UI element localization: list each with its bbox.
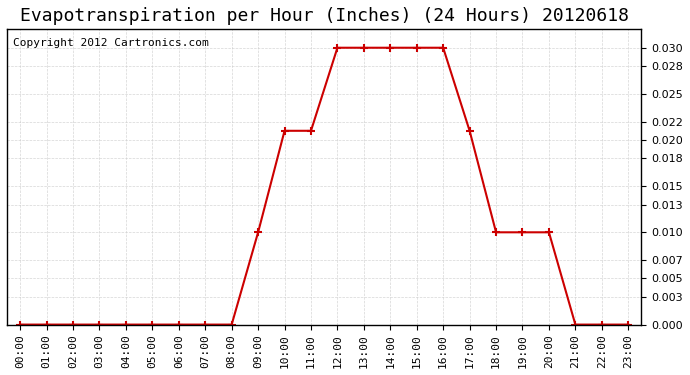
Text: Copyright 2012 Cartronics.com: Copyright 2012 Cartronics.com [13, 38, 209, 48]
Title: Evapotranspiration per Hour (Inches) (24 Hours) 20120618: Evapotranspiration per Hour (Inches) (24… [20, 7, 629, 25]
